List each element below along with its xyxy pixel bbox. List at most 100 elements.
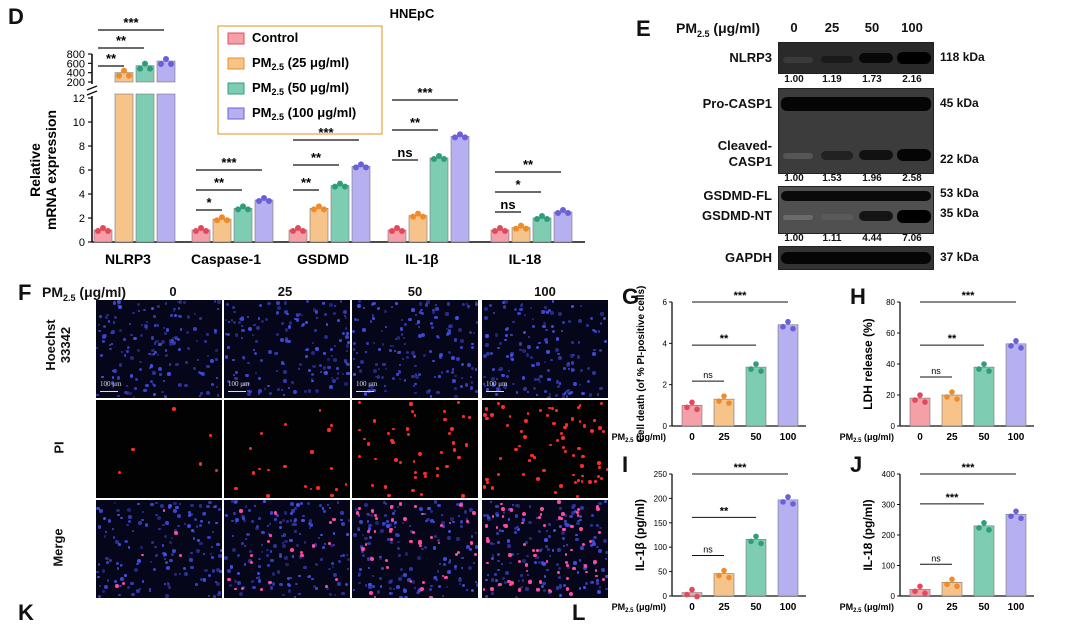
nucleus-dot xyxy=(102,333,107,338)
nucleus-dot xyxy=(460,339,464,343)
nucleus-dot xyxy=(283,394,286,397)
nucleus-dot xyxy=(564,519,568,523)
nucleus-dot xyxy=(539,548,542,552)
data-point xyxy=(539,213,545,219)
nucleus-dot xyxy=(281,535,284,538)
nucleus-dot xyxy=(167,585,171,590)
nucleus-dot xyxy=(291,509,296,513)
nucleus-dot xyxy=(217,553,222,558)
data-point xyxy=(121,67,127,74)
nucleus-dot xyxy=(254,372,257,375)
nucleus-dot xyxy=(259,359,263,363)
blot-ratio: 1.19 xyxy=(822,74,842,85)
nucleus-dot xyxy=(176,337,181,342)
nucleus-dot xyxy=(163,534,168,539)
blot-strip-nlrp3 xyxy=(778,42,934,74)
nucleus-dot xyxy=(185,330,189,334)
nucleus-dot xyxy=(240,317,245,322)
nucleus-dot xyxy=(284,539,288,544)
nucleus-dot xyxy=(211,569,216,573)
nucleus-dot xyxy=(452,379,456,383)
nucleus-dot xyxy=(155,339,159,344)
pi-dot xyxy=(409,402,413,406)
nucleus-dot xyxy=(404,343,407,346)
nucleus-dot xyxy=(125,384,129,388)
nucleus-dot xyxy=(411,351,415,355)
nucleus-dot xyxy=(474,545,478,549)
nucleus-dot xyxy=(374,375,378,379)
pi-dot xyxy=(556,570,561,574)
pi-dot xyxy=(122,581,126,585)
nucleus-dot xyxy=(142,388,147,393)
nucleus-dot xyxy=(417,588,422,592)
data-point xyxy=(256,198,262,204)
nucleus-dot xyxy=(127,514,132,519)
nucleus-dot xyxy=(568,523,572,527)
data-point xyxy=(147,65,153,72)
nucleus-dot xyxy=(495,505,499,509)
data-point xyxy=(198,225,204,231)
nucleus-dot xyxy=(514,308,518,312)
nucleus-dot xyxy=(548,523,552,527)
nucleus-dot xyxy=(522,579,525,582)
pi-dot xyxy=(358,401,362,405)
nucleus-dot xyxy=(340,511,344,515)
nucleus-dot xyxy=(592,540,596,544)
pi-dot xyxy=(311,544,316,548)
nucleus-dot xyxy=(593,349,596,352)
nucleus-dot xyxy=(245,373,249,378)
blot-kda-cleaved-casp1: 22 kDa xyxy=(940,152,979,166)
nucleus-dot xyxy=(592,536,596,540)
nucleus-dot xyxy=(219,569,222,574)
nucleus-dot xyxy=(412,580,416,584)
pi-dot xyxy=(573,481,577,485)
pi-dot xyxy=(344,482,348,486)
nucleus-dot xyxy=(380,566,384,570)
nucleus-dot xyxy=(493,572,497,576)
nucleus-dot xyxy=(558,381,562,385)
scale-bar-label: 100 μm xyxy=(228,380,250,388)
nucleus-dot xyxy=(555,337,560,341)
nucleus-dot xyxy=(284,339,289,344)
nucleus-dot xyxy=(190,551,194,555)
data-point xyxy=(1018,515,1024,522)
pi-dot xyxy=(500,404,505,409)
nucleus-dot xyxy=(386,520,390,524)
nucleus-dot xyxy=(358,581,361,585)
nucleus-dot xyxy=(489,542,493,546)
nucleus-dot xyxy=(153,324,157,327)
nucleus-dot xyxy=(598,501,602,505)
pi-dot xyxy=(499,457,502,460)
pi-dot xyxy=(576,511,580,515)
nucleus-dot xyxy=(334,344,337,347)
nucleus-dot xyxy=(148,587,152,591)
nucleus-dot xyxy=(600,568,605,573)
data-point xyxy=(1008,343,1014,349)
nucleus-dot xyxy=(484,316,489,320)
nucleus-dot xyxy=(333,304,337,307)
nucleus-dot xyxy=(326,503,329,507)
nucleus-dot xyxy=(267,524,270,527)
y-tick-label: 60 xyxy=(886,329,895,338)
nucleus-dot xyxy=(392,345,395,348)
nucleus-dot xyxy=(471,535,474,538)
nucleus-dot xyxy=(605,574,608,578)
blot-ratio: 4.44 xyxy=(862,233,882,244)
significance-label: ns xyxy=(931,553,941,563)
nucleus-dot xyxy=(152,353,155,356)
nucleus-dot xyxy=(297,367,300,371)
nucleus-dot xyxy=(166,566,170,570)
nucleus-dot xyxy=(165,594,169,598)
pi-dot xyxy=(578,420,582,423)
nucleus-dot xyxy=(97,525,102,529)
nucleus-dot xyxy=(426,300,431,304)
nucleus-dot xyxy=(398,577,403,582)
pi-dot xyxy=(599,476,604,480)
nucleus-dot xyxy=(345,582,349,587)
nucleus-dot xyxy=(483,384,486,387)
nucleus-dot xyxy=(258,516,262,520)
pi-dot xyxy=(451,441,456,446)
nucleus-dot xyxy=(460,520,464,524)
nucleus-dot xyxy=(333,358,337,362)
nucleus-dot xyxy=(310,378,314,381)
